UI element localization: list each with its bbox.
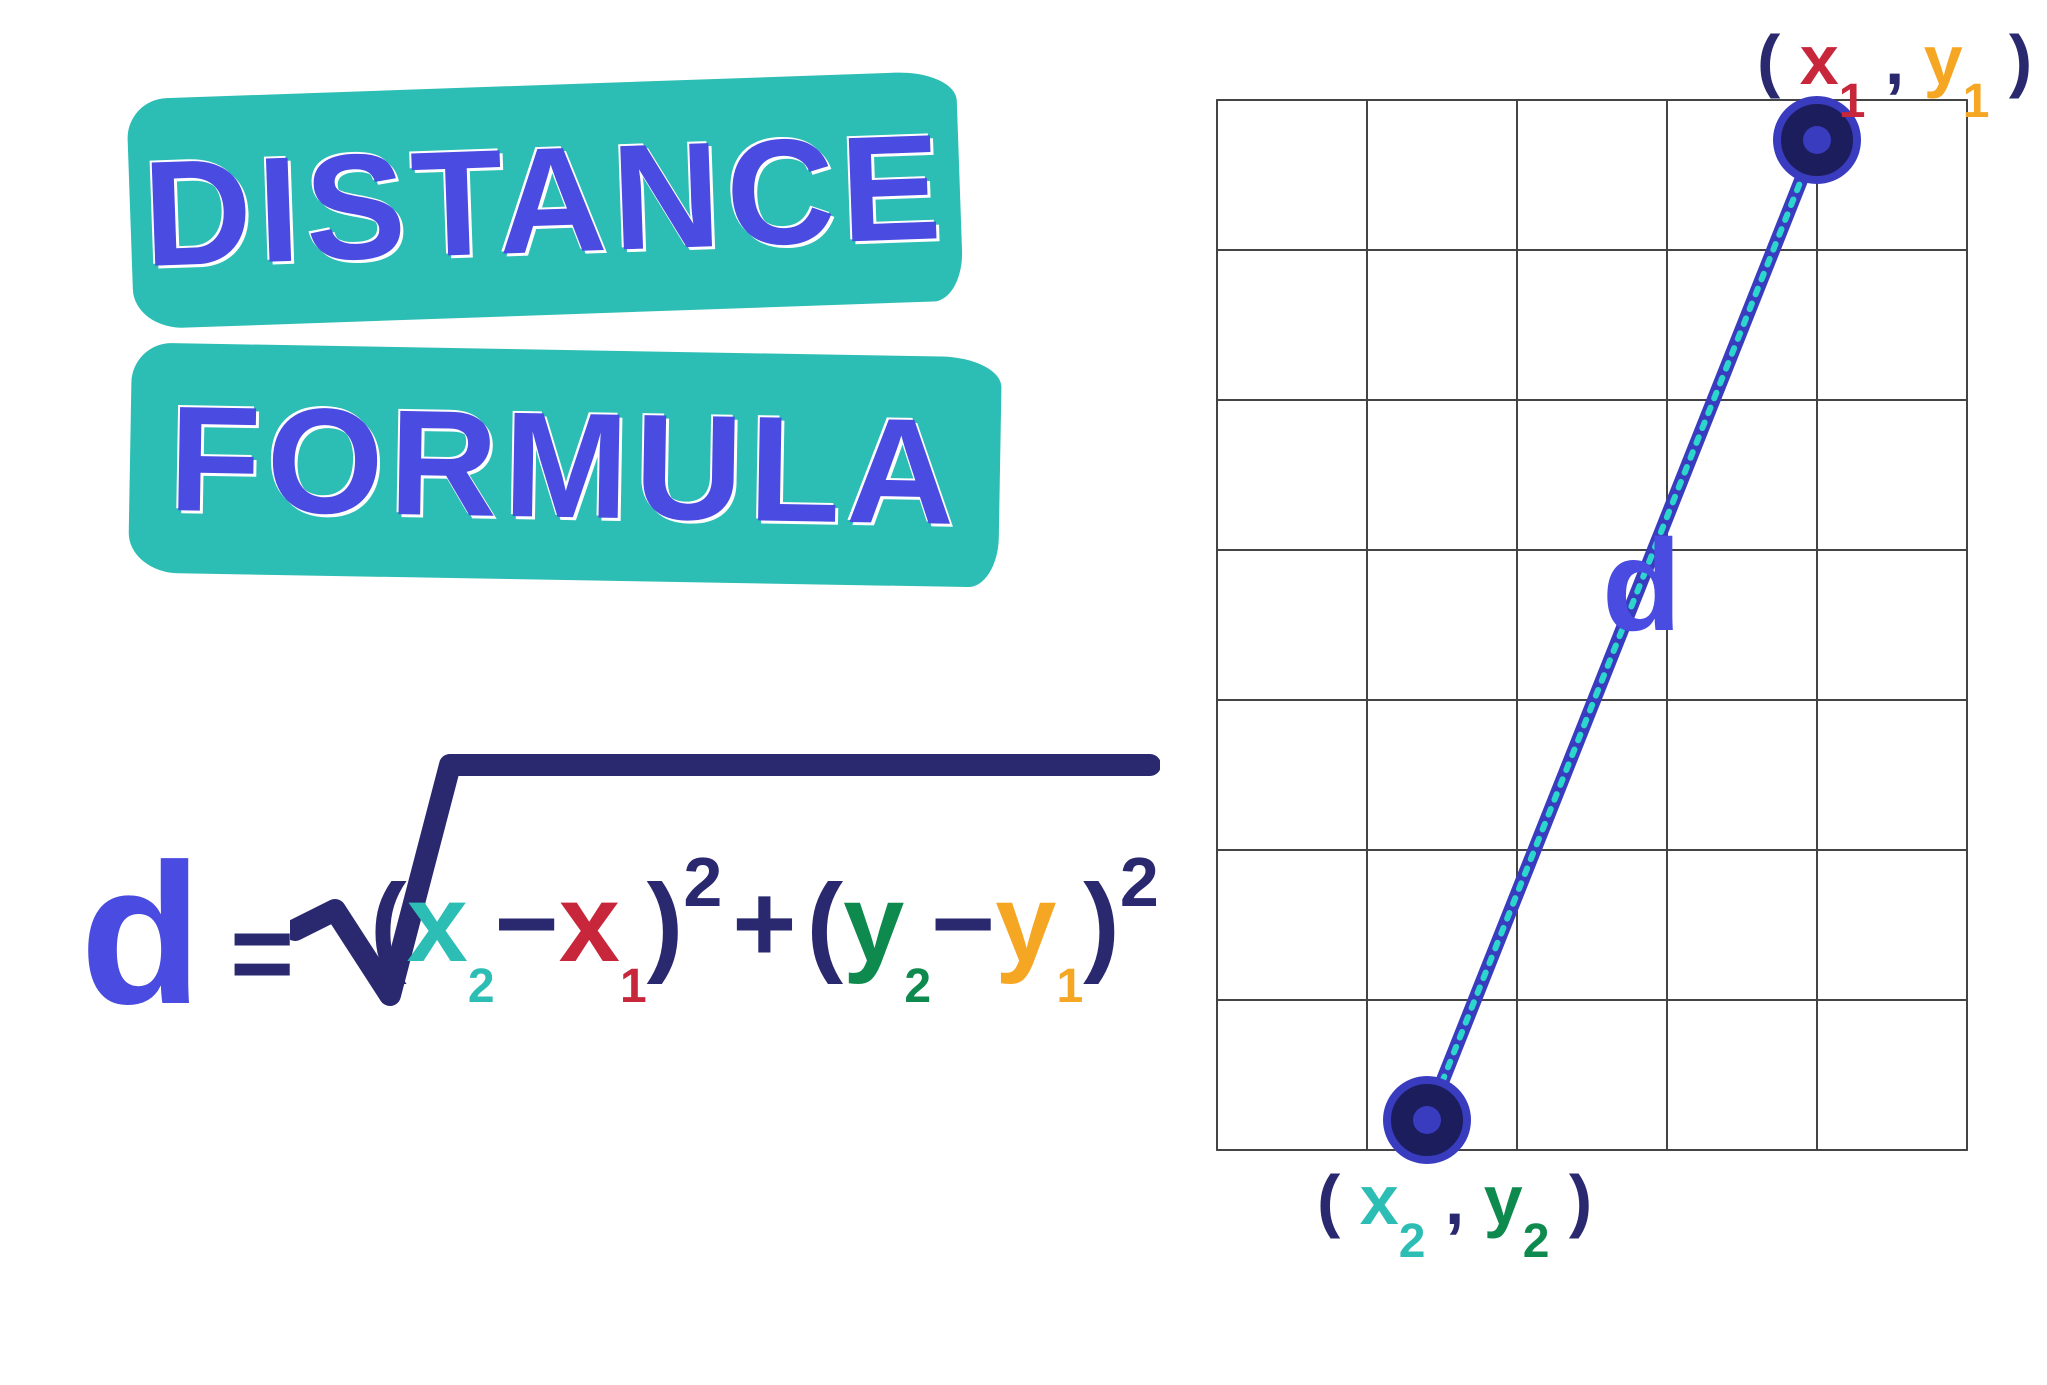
p2-y: y2	[1484, 1161, 1550, 1239]
minus-1: −	[495, 860, 559, 987]
term-x1: x1	[559, 860, 647, 996]
formula-radicand: ( x2 − x1 ) 2 + ( y2 − y1 ) 2	[370, 860, 1159, 996]
graph-svg	[1197, 70, 1987, 1330]
term-x2: x2	[407, 860, 495, 996]
plus: +	[732, 860, 796, 987]
squared-2: 2	[1120, 842, 1159, 922]
p1-x: x1	[1800, 21, 1866, 99]
title-banner-1: DISTANCE	[126, 71, 964, 330]
lparen-1: (	[370, 860, 407, 987]
point-2-label: ( x2 , y2 )	[1317, 1160, 1592, 1251]
p1-y: y1	[1924, 21, 1990, 99]
formula-d: d	[80, 820, 202, 1050]
title-line-2: FORMULA	[168, 383, 962, 547]
distance-d-label: d	[1602, 510, 1681, 660]
p2-x: x2	[1360, 1161, 1426, 1239]
formula-equals: =	[230, 890, 294, 1017]
point-1-label: ( x1 , y1 )	[1757, 20, 2032, 111]
rparen-2: )	[1083, 860, 1120, 987]
title-banner-2: FORMULA	[128, 342, 1002, 587]
term-y2: y2	[843, 860, 931, 996]
coordinate-graph: ( x1 , y1 ) ( x2 , y2 ) d	[1197, 70, 1987, 1330]
minus-2: −	[931, 860, 995, 987]
squared-1: 2	[683, 842, 722, 922]
rparen-1: )	[647, 860, 684, 987]
title-line-1: DISTANCE	[141, 111, 949, 289]
distance-formula: d = ( x2 − x1 ) 2 + ( y2 − y1 ) 2	[80, 780, 1160, 1060]
term-y1: y1	[995, 860, 1083, 996]
lparen-2: (	[807, 860, 844, 987]
